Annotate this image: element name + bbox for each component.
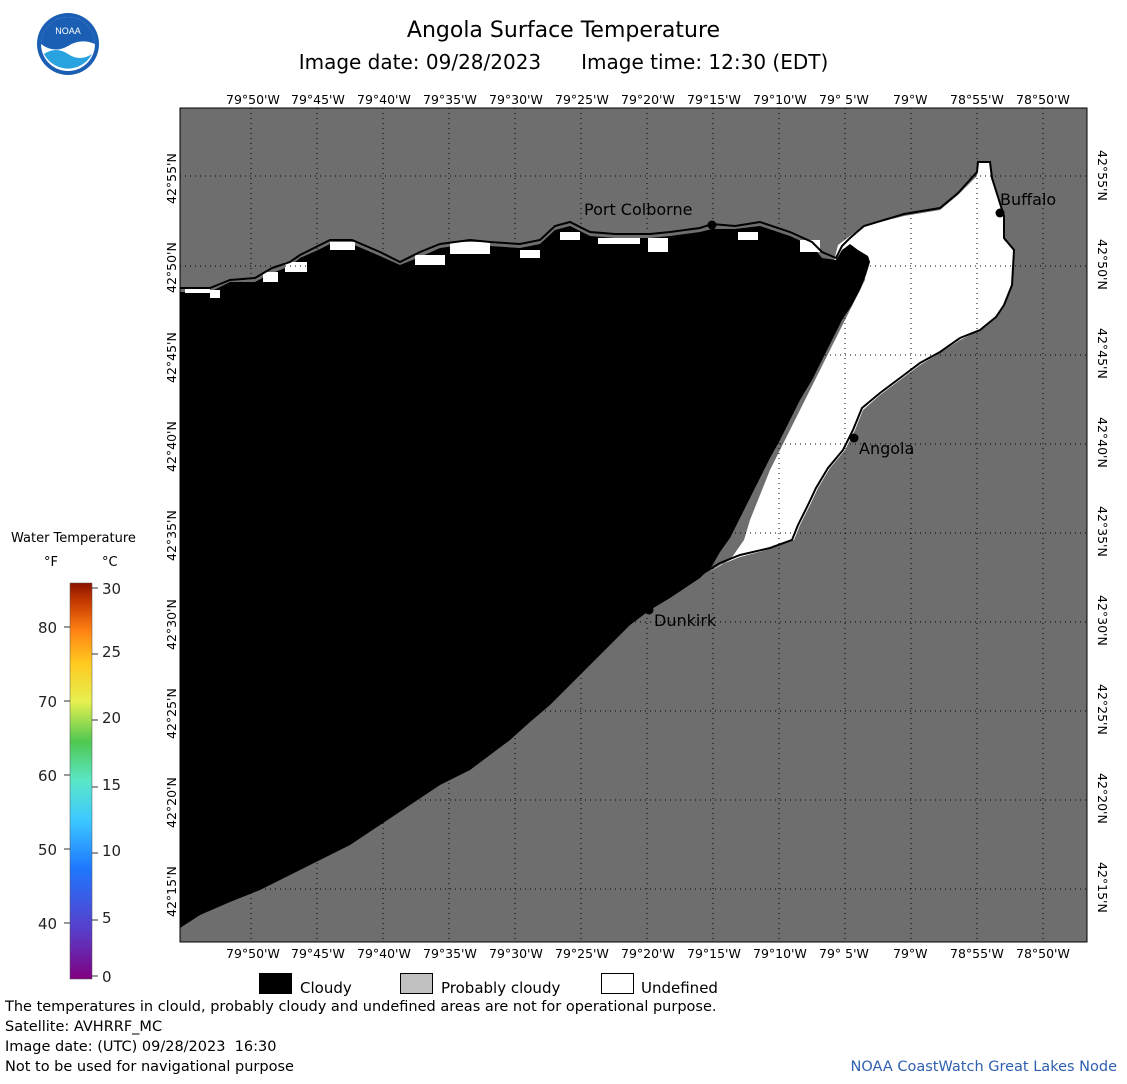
lat-label-left: 42°15'N bbox=[164, 866, 179, 917]
dunkirk-marker bbox=[644, 605, 654, 615]
lat-label-right: 42°55'N bbox=[1095, 150, 1110, 201]
lon-label-top: 79°W bbox=[893, 92, 928, 107]
lon-label-bottom: 79° 5'W bbox=[819, 946, 869, 961]
lat-label-left: 42°30'N bbox=[164, 599, 179, 650]
lon-label-bottom: 79°45'W bbox=[291, 946, 345, 961]
lon-label-top: 79°30'W bbox=[489, 92, 543, 107]
lat-label-right: 42°50'N bbox=[1095, 239, 1110, 290]
legend-unit-f: °F bbox=[44, 555, 58, 570]
angola-marker bbox=[849, 433, 859, 443]
legend-c-tick: 30 bbox=[102, 580, 122, 598]
lon-label-top: 78°55'W bbox=[950, 92, 1004, 107]
lon-label-bottom: 79°40'W bbox=[357, 946, 411, 961]
legend-c-tick: 20 bbox=[102, 709, 122, 727]
undefined-area bbox=[709, 162, 1014, 572]
lat-label-left: 42°50'N bbox=[164, 242, 179, 293]
legend-c-tick: 25 bbox=[102, 643, 122, 661]
lat-label-left: 42°45'N bbox=[164, 332, 179, 383]
cloudy-area bbox=[180, 226, 870, 928]
lat-label-left: 42°55'N bbox=[164, 153, 179, 204]
legend-f-tick: 40 bbox=[38, 915, 58, 933]
lon-label-bottom: 79°50'W bbox=[226, 946, 280, 961]
lon-label-bottom: 79°20'W bbox=[621, 946, 675, 961]
lon-label-bottom: 79°35'W bbox=[423, 946, 477, 961]
legend-c-tick: 5 bbox=[102, 909, 112, 927]
disclaimer-text: The temperatures in clould, probably clo… bbox=[5, 999, 717, 1015]
buffalo-marker bbox=[995, 208, 1005, 218]
lon-label-bottom: 79°30'W bbox=[489, 946, 543, 961]
utc-date-text: Image date: (UTC) 09/28/2023 16:30 bbox=[5, 1039, 277, 1055]
legend-title: Water Temperature bbox=[11, 531, 136, 546]
key-label-undefined: Undefined bbox=[641, 979, 718, 997]
lat-label-left: 42°25'N bbox=[164, 688, 179, 739]
satellite-text: Satellite: AVHRRF_MC bbox=[5, 1019, 163, 1035]
lon-label-bottom: 79°25'W bbox=[555, 946, 609, 961]
lon-label-top: 79°20'W bbox=[621, 92, 675, 107]
lat-label-right: 42°15'N bbox=[1095, 862, 1110, 913]
lon-label-top: 79°45'W bbox=[291, 92, 345, 107]
lon-label-bottom: 79°W bbox=[893, 946, 928, 961]
lat-label-left: 42°40'N bbox=[164, 421, 179, 472]
lat-label-left: 42°20'N bbox=[164, 777, 179, 828]
legend-f-tick: 50 bbox=[38, 841, 58, 859]
legend-f-tick: 70 bbox=[38, 693, 58, 711]
legend-f-tick: 80 bbox=[38, 619, 58, 637]
lat-label-right: 42°25'N bbox=[1095, 684, 1110, 735]
lon-label-top: 78°50'W bbox=[1016, 92, 1070, 107]
legend-c-tick: 0 bbox=[102, 968, 112, 986]
color-bar bbox=[64, 582, 98, 980]
noaa-logo: NOAA bbox=[37, 13, 99, 75]
lon-label-bottom: 79°10'W bbox=[753, 946, 807, 961]
city-label-buffalo: Buffalo bbox=[1000, 190, 1057, 209]
navigation-warning: Not to be used for navigational purpose bbox=[5, 1059, 294, 1075]
shoreline bbox=[179, 161, 1016, 927]
image-date-time: Image date: 09/28/2023 Image time: 12:30 … bbox=[0, 50, 1127, 74]
graticule bbox=[180, 108, 1087, 942]
page-title: Angola Surface Temperature bbox=[406, 18, 721, 43]
key-label-cloudy: Cloudy bbox=[300, 979, 352, 997]
lon-label-top: 79°15'W bbox=[687, 92, 741, 107]
lon-label-top: 79°25'W bbox=[555, 92, 609, 107]
lat-label-right: 42°45'N bbox=[1095, 328, 1110, 379]
city-label-angola: Angola bbox=[859, 439, 915, 458]
lon-label-bottom: 78°50'W bbox=[1016, 946, 1070, 961]
city-label-dunkirk: Dunkirk bbox=[654, 611, 717, 630]
legend-unit-c: °C bbox=[102, 555, 118, 570]
key-label-probably-cloudy: Probably cloudy bbox=[441, 979, 561, 997]
image-date: Image date: 09/28/2023 bbox=[298, 50, 542, 74]
lat-label-right: 42°35'N bbox=[1095, 506, 1110, 557]
lon-label-top: 79°40'W bbox=[357, 92, 411, 107]
legend-c-tick: 15 bbox=[102, 776, 122, 794]
lon-label-top: 79°35'W bbox=[423, 92, 477, 107]
lat-label-right: 42°30'N bbox=[1095, 595, 1110, 646]
image-time: Image time: 12:30 (EDT) bbox=[581, 50, 829, 74]
svg-text:NOAA: NOAA bbox=[55, 26, 81, 36]
port-colborne-marker bbox=[707, 220, 717, 230]
credit-text: NOAA CoastWatch Great Lakes Node bbox=[850, 1059, 1117, 1075]
lat-label-right: 42°20'N bbox=[1095, 773, 1110, 824]
lon-label-top: 79°10'W bbox=[753, 92, 807, 107]
lat-label-right: 42°40'N bbox=[1095, 417, 1110, 468]
key-swatch-probably-cloudy bbox=[400, 973, 433, 994]
lon-label-top: 79°50'W bbox=[226, 92, 280, 107]
lat-label-left: 42°35'N bbox=[164, 510, 179, 561]
city-label-port-colborne: Port Colborne bbox=[584, 200, 693, 219]
key-swatch-cloudy bbox=[259, 973, 292, 994]
legend-f-tick: 60 bbox=[38, 767, 58, 785]
lon-label-top: 79° 5'W bbox=[819, 92, 869, 107]
undefined-patches bbox=[185, 232, 820, 298]
legend-c-tick: 10 bbox=[102, 842, 122, 860]
lon-label-bottom: 78°55'W bbox=[950, 946, 1004, 961]
key-swatch-undefined bbox=[601, 973, 634, 994]
lon-label-bottom: 79°15'W bbox=[687, 946, 741, 961]
